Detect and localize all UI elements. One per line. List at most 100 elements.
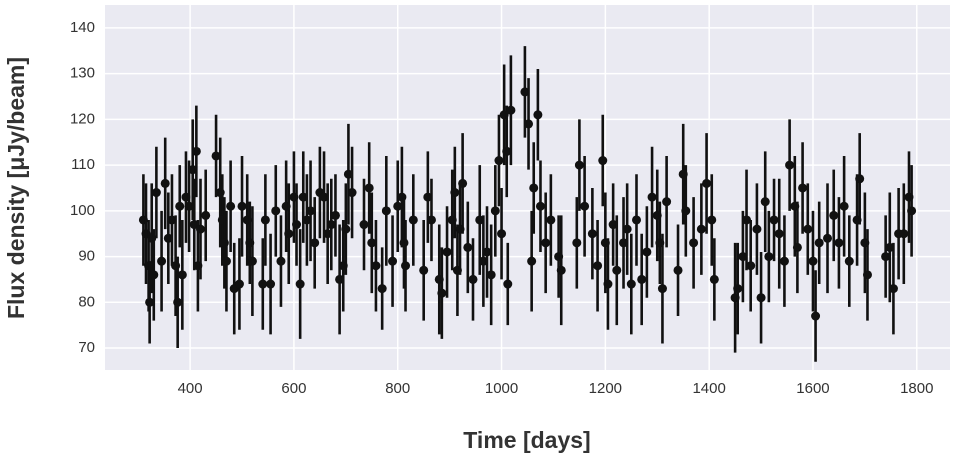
data-point <box>742 215 752 225</box>
data-point <box>535 201 545 211</box>
y-tick-label: 130 <box>70 65 95 82</box>
data-point <box>752 224 762 234</box>
data-point <box>673 265 683 275</box>
data-point <box>593 261 603 271</box>
data-point <box>529 183 539 193</box>
data-point <box>377 284 387 294</box>
data-point <box>475 215 485 225</box>
data-point <box>764 252 774 262</box>
data-point <box>774 229 784 239</box>
data-point <box>862 270 872 280</box>
data-point <box>631 215 641 225</box>
data-point <box>541 238 551 248</box>
data-point <box>779 256 789 266</box>
data-point <box>572 238 582 248</box>
data-point <box>844 256 854 266</box>
y-tick-label: 90 <box>78 248 95 265</box>
data-point <box>160 178 170 188</box>
data-point <box>622 224 632 234</box>
data-point <box>881 252 891 262</box>
data-point <box>490 206 500 216</box>
data-point <box>657 284 667 294</box>
data-point <box>234 279 244 289</box>
data-point <box>458 178 468 188</box>
x-tick-label: 800 <box>385 380 410 397</box>
data-point <box>189 220 199 230</box>
x-tick-label: 1800 <box>900 380 933 397</box>
data-point <box>393 201 403 211</box>
data-point <box>302 215 312 225</box>
data-point <box>247 256 257 266</box>
data-point <box>811 311 821 321</box>
data-point <box>364 183 374 193</box>
data-point <box>173 297 183 307</box>
data-point <box>323 229 333 239</box>
data-point <box>709 274 719 284</box>
data-point <box>388 256 398 266</box>
data-point <box>367 238 377 248</box>
data-point <box>798 183 808 193</box>
data-point <box>574 160 584 170</box>
data-point <box>149 270 159 280</box>
data-point <box>341 224 351 234</box>
data-point <box>478 256 488 266</box>
data-point <box>506 105 516 115</box>
data-point <box>468 274 478 284</box>
data-point <box>619 238 629 248</box>
data-point <box>637 274 647 284</box>
data-point <box>426 215 436 225</box>
data-point <box>494 156 504 166</box>
data-point <box>399 238 409 248</box>
data-point <box>298 192 308 202</box>
data-point <box>175 201 185 211</box>
data-point <box>191 146 201 156</box>
data-point <box>769 215 779 225</box>
data-point <box>408 215 418 225</box>
data-point <box>381 206 391 216</box>
y-tick-label: 100 <box>70 202 95 219</box>
data-point <box>196 224 206 234</box>
data-point <box>524 119 534 129</box>
data-point <box>733 284 743 294</box>
y-axis-label: Flux density [μJy/beam] <box>3 57 29 319</box>
y-tick-label: 110 <box>71 156 95 173</box>
data-point <box>319 192 329 202</box>
x-tick-label: 1400 <box>692 380 725 397</box>
data-point <box>163 233 173 243</box>
data-point <box>221 256 231 266</box>
data-point <box>266 279 276 289</box>
y-tick-label: 80 <box>78 293 95 310</box>
data-point <box>556 265 566 275</box>
data-point <box>306 206 316 216</box>
data-point <box>885 242 895 252</box>
data-point <box>437 288 447 298</box>
data-point <box>442 247 452 257</box>
data-point <box>907 206 917 216</box>
data-point <box>271 206 281 216</box>
data-point <box>707 215 717 225</box>
data-point <box>463 242 473 252</box>
data-point <box>450 188 460 198</box>
data-point <box>603 279 613 289</box>
data-point <box>260 215 270 225</box>
data-point <box>371 261 381 271</box>
data-point <box>258 279 268 289</box>
data-point <box>823 233 833 243</box>
data-point <box>803 224 813 234</box>
data-point <box>527 256 537 266</box>
data-point <box>401 261 411 271</box>
data-point <box>226 201 236 211</box>
data-point <box>855 174 865 184</box>
data-point <box>888 284 898 294</box>
x-axis-label: Time [days] <box>463 427 590 453</box>
data-point <box>167 215 177 225</box>
data-point <box>310 238 320 248</box>
data-point <box>647 192 657 202</box>
data-point <box>829 210 839 220</box>
data-point <box>157 256 167 266</box>
x-tick-label: 400 <box>178 380 203 397</box>
data-marks <box>138 46 917 362</box>
data-point <box>237 201 247 211</box>
data-point <box>839 201 849 211</box>
